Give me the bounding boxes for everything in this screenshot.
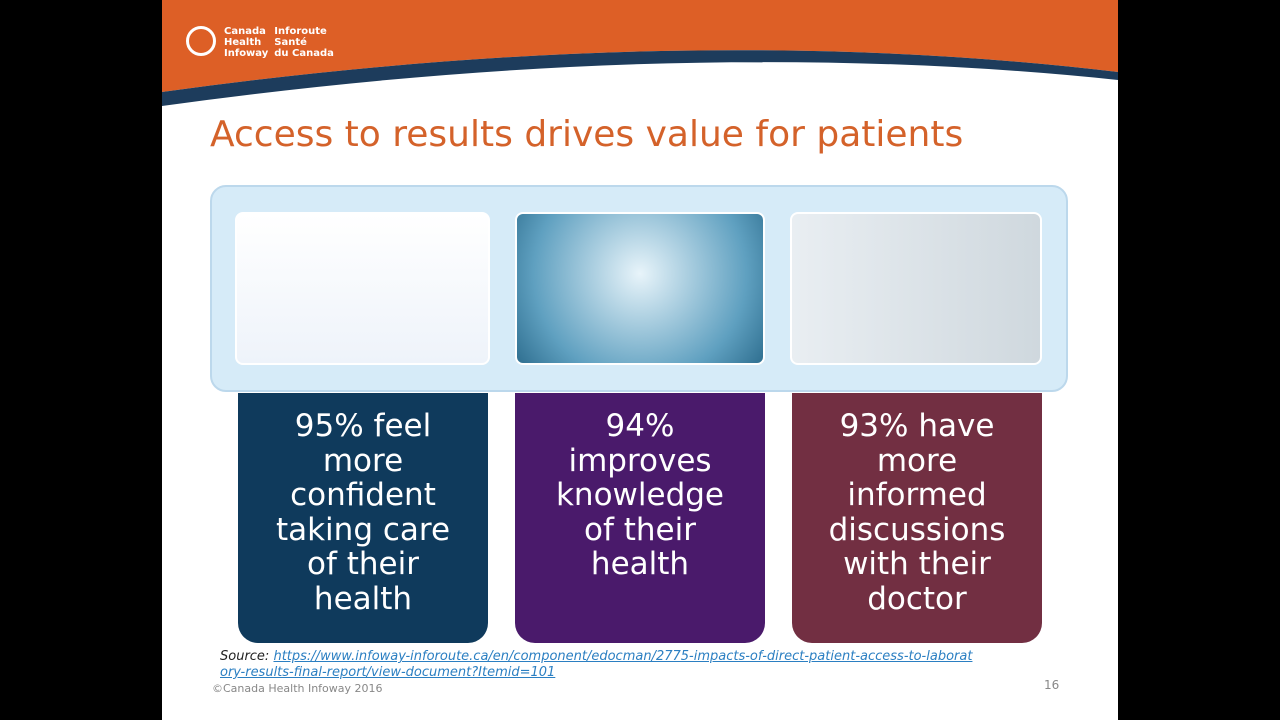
logo-english: Canada Health Infoway	[224, 26, 268, 59]
logo-text: Inforoute	[274, 26, 327, 37]
stat-text: more	[876, 442, 958, 479]
photo-digital	[515, 212, 765, 365]
stat-text: confident	[290, 477, 436, 514]
stat-text: of their	[307, 546, 419, 583]
banner-orange	[162, 0, 1118, 92]
stat-card: 95% feel more confident taking care of their…	[238, 393, 488, 643]
stat-text: discussions	[828, 511, 1006, 548]
copyright: ©Canada Health Infoway 2016	[212, 682, 383, 695]
stat-text: improves	[568, 442, 712, 479]
stat-text: taking care	[275, 511, 451, 548]
logo-text: Santé	[274, 37, 307, 48]
stat-text: doctor	[867, 580, 967, 617]
page-number: 16	[1044, 678, 1060, 692]
slide-title: Access to results drives value for patie…	[210, 114, 964, 155]
logo-text: du Canada	[274, 48, 334, 59]
stat-text: 93% have	[839, 408, 995, 444]
stat-text: more	[322, 442, 404, 479]
source-link[interactable]: https://www.infoway-inforoute.ca/en/comp…	[220, 649, 973, 680]
source: Source: https://www.infoway-inforoute.ca…	[220, 649, 980, 681]
stat-card: 94% improves knowledge of their health	[515, 393, 765, 643]
stat-text: 94%	[605, 408, 675, 444]
stat-card: 93% have more informed discussions with thei…	[792, 393, 1042, 643]
stat-text: with their	[843, 546, 991, 583]
photo-woman	[235, 212, 490, 365]
logo-text: Canada	[224, 26, 266, 37]
stat-text: 95% feel	[294, 408, 432, 444]
stat-text: health	[590, 546, 690, 583]
source-label: Source:	[220, 649, 270, 664]
logo: Canada Health Infoway Inforoute Santé du…	[186, 26, 334, 59]
stat-text: informed	[847, 477, 987, 514]
logo-text: Infoway	[224, 48, 269, 59]
stat-text: knowledge	[555, 477, 725, 514]
stat-text: health	[313, 580, 413, 617]
slide: Canada Health Infoway Inforoute Santé du…	[162, 0, 1118, 720]
banner-stripe	[162, 50, 1118, 106]
banner	[162, 0, 1118, 106]
stat-text: of their	[584, 511, 696, 548]
logo-mark	[186, 26, 216, 56]
logo-text: Health	[224, 37, 262, 48]
logo-french: Inforoute Santé du Canada	[274, 26, 334, 59]
photo-doctor	[790, 212, 1042, 365]
